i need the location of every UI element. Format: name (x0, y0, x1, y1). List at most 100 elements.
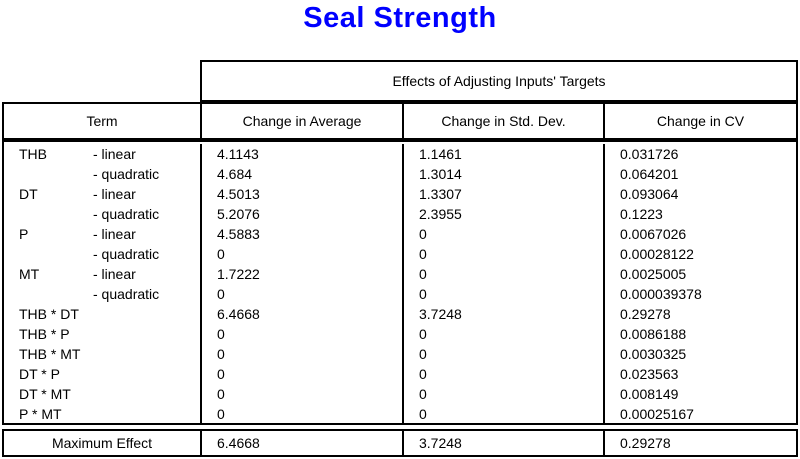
term-cell: - quadratic (4, 204, 202, 224)
std-cell: 1.3014 (404, 164, 605, 184)
term-cell: - quadratic (4, 284, 202, 304)
avg-cell: 4.1143 (202, 144, 404, 164)
term-cell: DT * MT (4, 384, 202, 404)
table-row: DT * P 0 0 0.023563 (4, 364, 796, 384)
term-order-label: - quadratic (93, 166, 160, 182)
term-cell: DT - linear (4, 184, 202, 204)
maximum-effect-label: Maximum Effect (4, 431, 202, 455)
term-order-label: - linear (93, 146, 136, 162)
table-row: MT - linear 1.7222 0 0.0025005 (4, 264, 796, 284)
cv-cell: 0.00028122 (620, 246, 694, 262)
term-cell: MT - linear (4, 264, 202, 284)
maximum-effect-cv: 0.29278 (620, 435, 671, 451)
data-grid: THB - linear 4.1143 1.1461 0.031726 - qua… (2, 140, 798, 425)
std-cell: 0 (404, 324, 605, 344)
avg-cell: 4.5883 (202, 224, 404, 244)
std-cell: 2.3955 (404, 204, 605, 224)
term-label: THB * MT (19, 346, 81, 362)
table-row: - quadratic 0 0 0.00028122 (4, 244, 796, 264)
avg-cell: 0 (202, 244, 404, 264)
table-row: DT * MT 0 0 0.008149 (4, 384, 796, 404)
term-order-label: - linear (93, 266, 136, 282)
term-label: DT * P (19, 366, 60, 382)
cv-cell: 0.1223 (620, 206, 663, 222)
term-cell: P * MT (4, 404, 202, 423)
term-cell: - quadratic (4, 244, 202, 264)
page-title: Seal Strength (303, 2, 497, 34)
column-header-row: Term Change in Average Change in Std. De… (2, 102, 798, 140)
term-label: DT * MT (19, 386, 71, 402)
std-cell: 0 (404, 244, 605, 264)
term-cell: THB * DT (4, 304, 202, 324)
term-order-label: - quadratic (93, 206, 160, 222)
std-cell: 1.1461 (404, 144, 605, 164)
avg-cell: 0 (202, 364, 404, 384)
term-label: THB (19, 146, 47, 162)
avg-cell: 0 (202, 344, 404, 364)
cv-cell: 0.0030325 (620, 346, 687, 362)
cv-cell: 0.0025005 (620, 266, 687, 282)
term-label: MT (19, 266, 40, 282)
term-label: THB * P (19, 326, 70, 342)
column-header-change-in-std-dev: Change in Std. Dev. (404, 104, 605, 138)
term-cell: DT * P (4, 364, 202, 384)
std-cell: 0 (404, 284, 605, 304)
term-cell: THB * MT (4, 344, 202, 364)
maximum-effect-std: 3.7248 (404, 431, 605, 455)
cv-cell: 0.0086188 (620, 326, 687, 342)
term-order-label: - quadratic (93, 246, 160, 262)
term-label: DT (19, 186, 38, 202)
cv-cell: 0.29278 (620, 306, 671, 322)
cv-cell: 0.031726 (620, 146, 679, 162)
avg-cell: 0 (202, 404, 404, 423)
term-cell: P - linear (4, 224, 202, 244)
column-header-change-in-cv: Change in CV (656, 113, 745, 129)
std-cell: 1.3307 (404, 184, 605, 204)
maximum-effect-row: Maximum Effect 6.4668 3.7248 0.29278 (2, 429, 798, 457)
table-row: - quadratic 5.2076 2.3955 0.1223 (4, 204, 796, 224)
std-cell: 0 (404, 364, 605, 384)
avg-cell: 0 (202, 324, 404, 344)
table-row: P * MT 0 0 0.00025167 (4, 404, 796, 423)
term-label: THB * DT (19, 306, 79, 322)
term-cell: THB - linear (4, 144, 202, 164)
term-order-label: - linear (93, 226, 136, 242)
std-cell: 0 (404, 344, 605, 364)
table-row: THB * DT 6.4668 3.7248 0.29278 (4, 304, 796, 324)
cv-cell: 0.008149 (620, 386, 679, 402)
table-row: THB * MT 0 0 0.0030325 (4, 344, 796, 364)
std-cell: 3.7248 (404, 304, 605, 324)
table-row: THB * P 0 0 0.0086188 (4, 324, 796, 344)
column-header-change-in-average: Change in Average (202, 104, 404, 138)
cv-cell: 0.064201 (620, 166, 679, 182)
avg-cell: 4.684 (202, 164, 404, 184)
table-row: - quadratic 4.684 1.3014 0.064201 (4, 164, 796, 184)
std-cell: 0 (404, 384, 605, 404)
cv-cell: 0.00025167 (620, 406, 694, 422)
avg-cell: 4.5013 (202, 184, 404, 204)
avg-cell: 5.2076 (202, 204, 404, 224)
cv-cell: 0.0067026 (620, 226, 687, 242)
cv-cell: 0.093064 (620, 186, 679, 202)
avg-cell: 1.7222 (202, 264, 404, 284)
table-row: DT - linear 4.5013 1.3307 0.093064 (4, 184, 796, 204)
maximum-effect-avg: 6.4668 (202, 431, 404, 455)
span-header-label: Effects of Adjusting Inputs' Targets (392, 73, 606, 89)
std-cell: 0 (404, 264, 605, 284)
term-label: P (19, 226, 29, 242)
cv-cell: 0.000039378 (620, 286, 702, 302)
term-order-label: - quadratic (93, 286, 160, 302)
avg-cell: 6.4668 (202, 304, 404, 324)
term-cell: THB * P (4, 324, 202, 344)
avg-cell: 0 (202, 384, 404, 404)
span-header-box: Effects of Adjusting Inputs' Targets (200, 60, 798, 102)
term-order-label: - linear (93, 186, 136, 202)
table-row: THB - linear 4.1143 1.1461 0.031726 (4, 144, 796, 164)
table-row: P - linear 4.5883 0 0.0067026 (4, 224, 796, 244)
std-cell: 0 (404, 404, 605, 423)
term-label: P * MT (19, 406, 62, 422)
term-cell: - quadratic (4, 164, 202, 184)
cv-cell: 0.023563 (620, 366, 679, 382)
std-cell: 0 (404, 224, 605, 244)
